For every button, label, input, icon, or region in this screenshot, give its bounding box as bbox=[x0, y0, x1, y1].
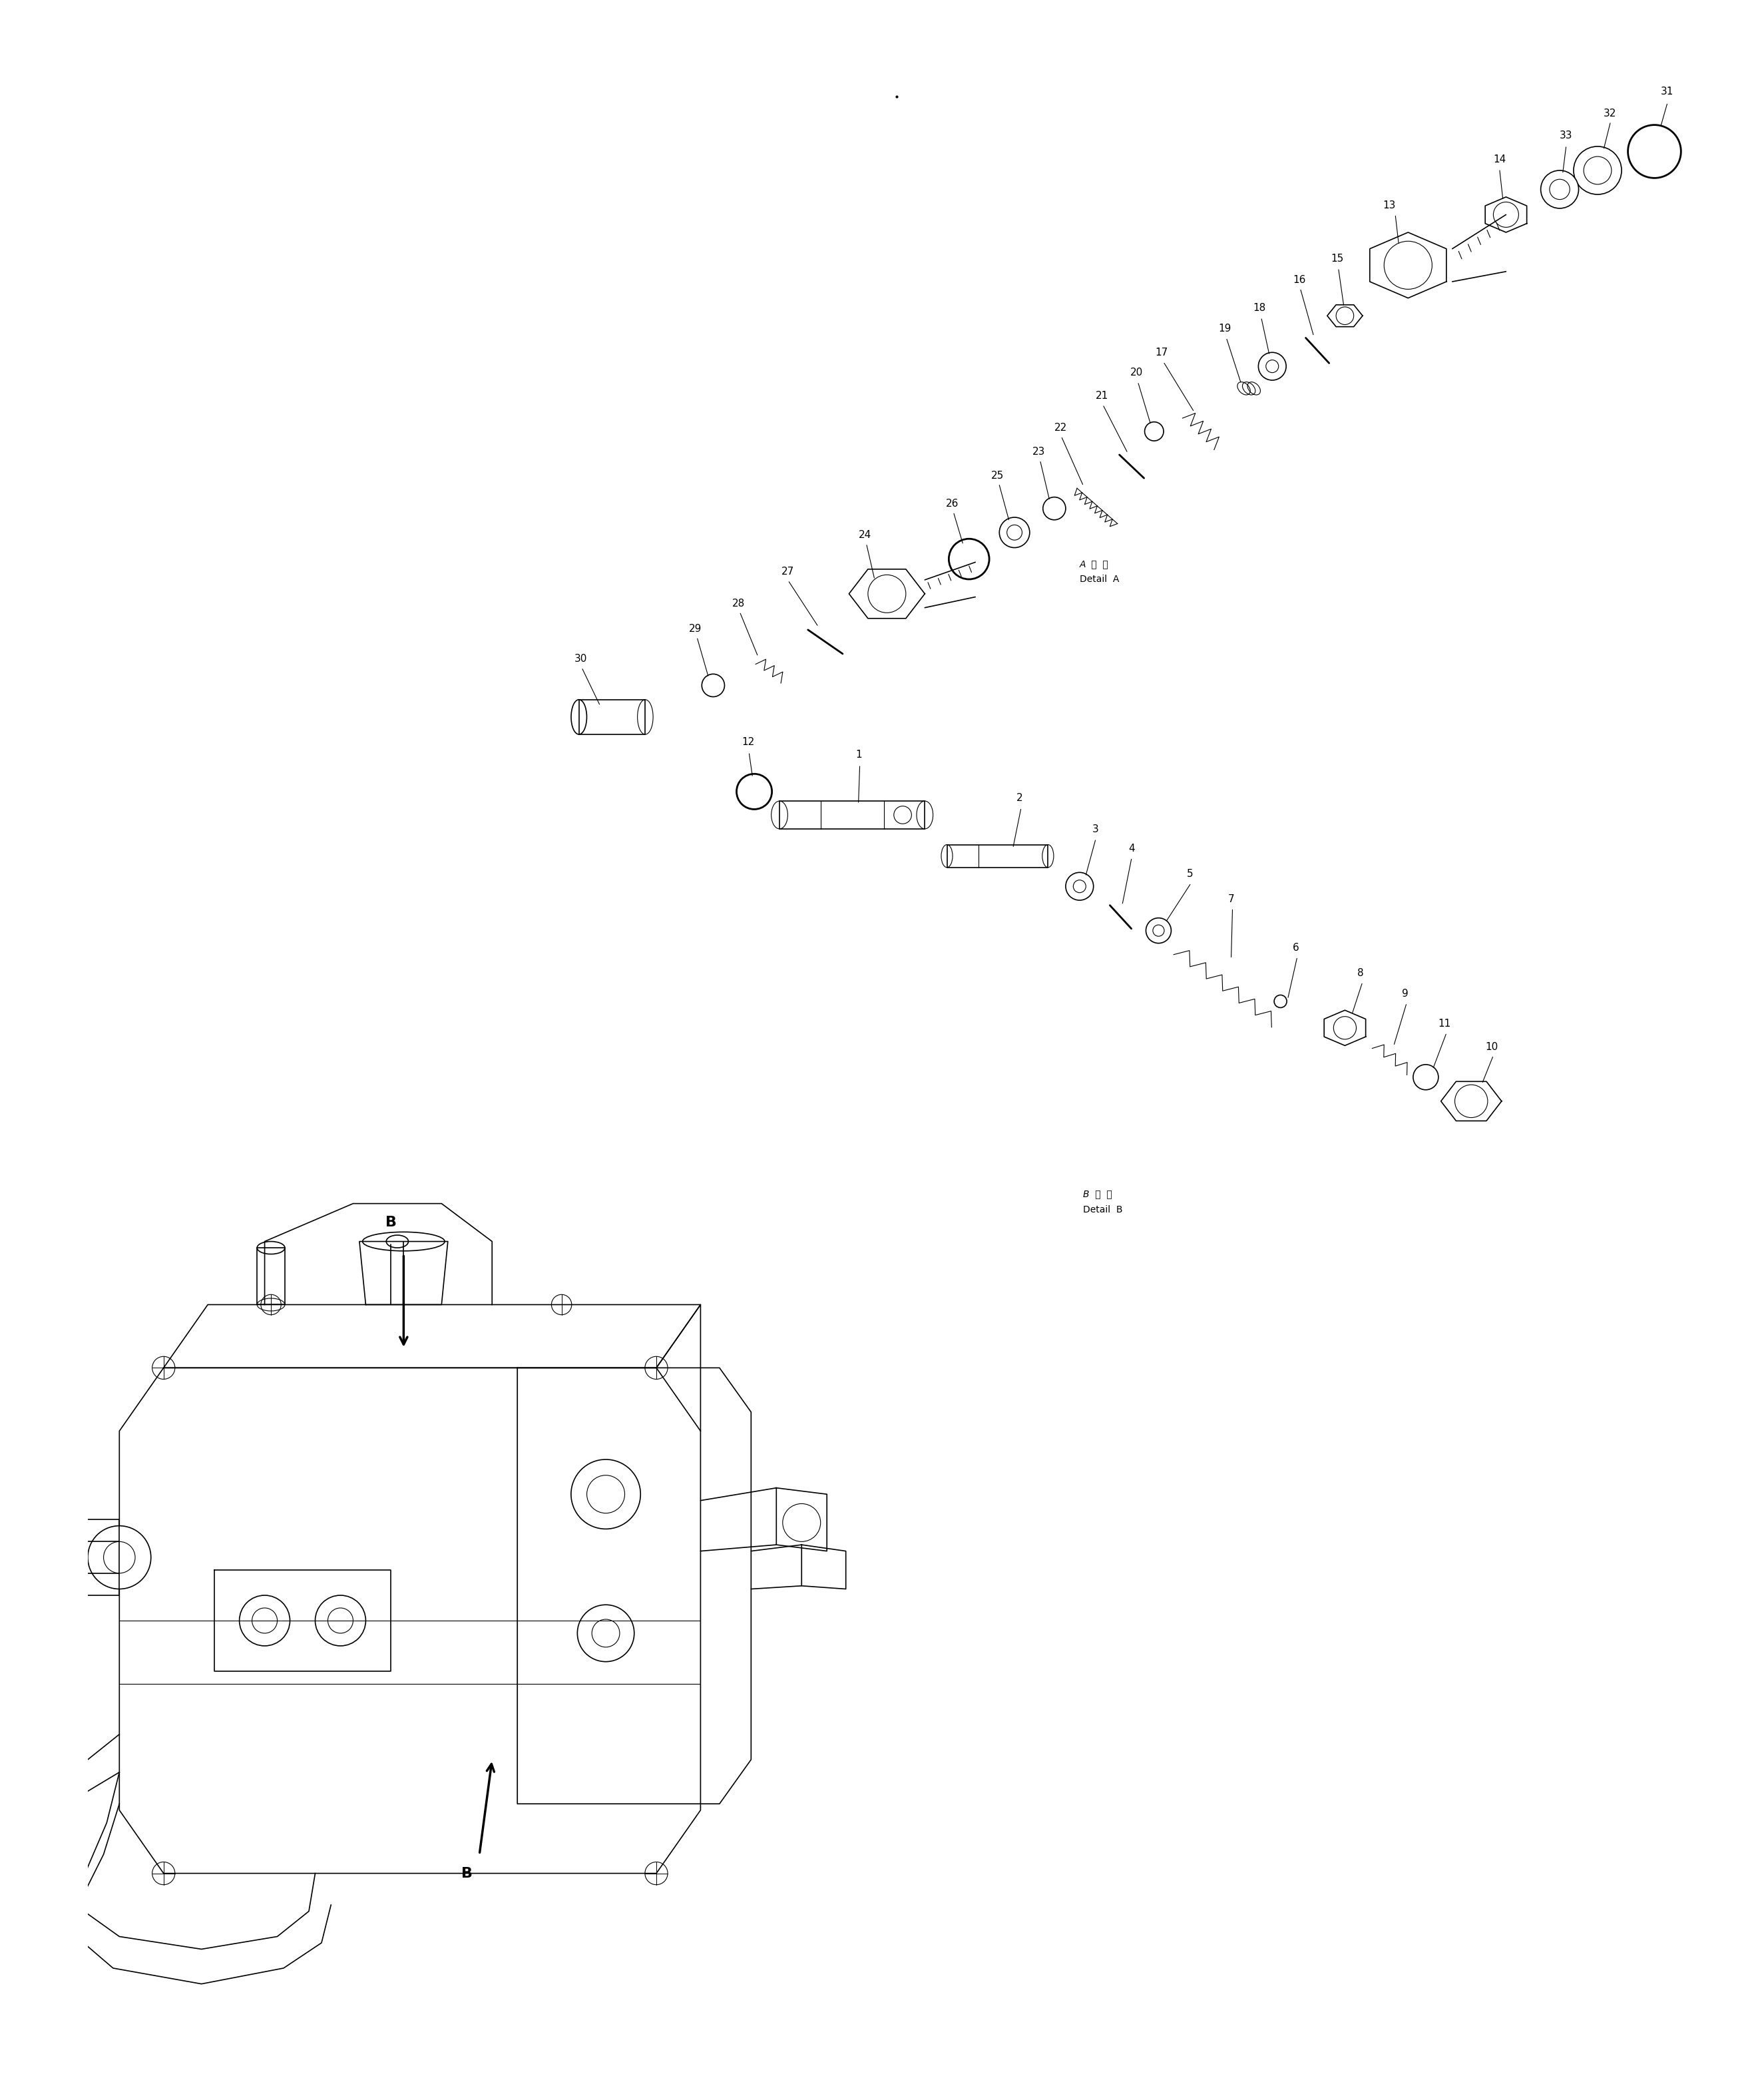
Text: 5: 5 bbox=[1187, 869, 1194, 878]
Text: 24: 24 bbox=[858, 529, 872, 540]
Text: 16: 16 bbox=[1292, 275, 1306, 286]
Text: B  詳  細: B 詳 細 bbox=[1083, 1189, 1111, 1199]
Circle shape bbox=[1144, 422, 1164, 441]
Text: 18: 18 bbox=[1253, 302, 1266, 313]
Circle shape bbox=[1153, 924, 1164, 937]
Text: 12: 12 bbox=[742, 737, 754, 748]
Circle shape bbox=[1549, 179, 1570, 200]
Circle shape bbox=[949, 540, 990, 580]
Text: 8: 8 bbox=[1357, 968, 1364, 979]
Bar bbox=[779, 800, 925, 830]
Text: 7: 7 bbox=[1229, 895, 1234, 903]
Circle shape bbox=[1413, 1065, 1438, 1090]
Text: 33: 33 bbox=[1559, 130, 1572, 141]
Circle shape bbox=[1573, 147, 1621, 195]
Circle shape bbox=[1072, 880, 1086, 892]
Text: 15: 15 bbox=[1331, 254, 1343, 265]
Text: 17: 17 bbox=[1155, 346, 1167, 357]
Circle shape bbox=[1275, 995, 1287, 1008]
Text: B: B bbox=[461, 1867, 473, 1880]
Text: Detail  A: Detail A bbox=[1079, 575, 1120, 584]
Text: 28: 28 bbox=[731, 598, 745, 609]
Text: 4: 4 bbox=[1129, 844, 1134, 853]
Circle shape bbox=[1584, 158, 1612, 185]
Circle shape bbox=[1259, 353, 1287, 380]
Circle shape bbox=[737, 775, 772, 808]
Bar bbox=[948, 844, 1048, 867]
Bar bbox=[257, 1247, 285, 1304]
Text: 29: 29 bbox=[689, 624, 701, 634]
Circle shape bbox=[1540, 170, 1579, 208]
Text: 30: 30 bbox=[575, 653, 587, 664]
Bar bbox=[578, 699, 645, 735]
Circle shape bbox=[88, 1527, 151, 1590]
Circle shape bbox=[104, 1541, 135, 1573]
Text: 21: 21 bbox=[1095, 391, 1108, 401]
Text: 6: 6 bbox=[1292, 943, 1299, 953]
Circle shape bbox=[1065, 872, 1093, 901]
Text: Detail  B: Detail B bbox=[1083, 1205, 1122, 1214]
Text: 19: 19 bbox=[1218, 323, 1231, 334]
Text: 23: 23 bbox=[1032, 447, 1044, 456]
Text: 1: 1 bbox=[856, 750, 861, 760]
Text: 20: 20 bbox=[1130, 368, 1143, 378]
Circle shape bbox=[1007, 525, 1021, 540]
Circle shape bbox=[1146, 918, 1171, 943]
Text: 9: 9 bbox=[1401, 989, 1408, 1000]
Circle shape bbox=[1628, 124, 1681, 179]
Circle shape bbox=[1266, 359, 1278, 372]
Text: 2: 2 bbox=[1016, 794, 1023, 802]
Text: 22: 22 bbox=[1055, 422, 1067, 433]
Text: 10: 10 bbox=[1486, 1042, 1498, 1052]
Text: B: B bbox=[385, 1216, 397, 1228]
Text: 11: 11 bbox=[1438, 1019, 1450, 1029]
Text: A  詳  細: A 詳 細 bbox=[1079, 559, 1109, 569]
Circle shape bbox=[999, 517, 1030, 548]
Circle shape bbox=[701, 674, 724, 697]
Circle shape bbox=[1042, 498, 1065, 521]
Text: 32: 32 bbox=[1603, 109, 1617, 118]
Text: 26: 26 bbox=[946, 498, 958, 508]
Text: 31: 31 bbox=[1661, 86, 1674, 97]
Text: 3: 3 bbox=[1092, 825, 1099, 834]
Text: 14: 14 bbox=[1493, 155, 1507, 164]
Text: 13: 13 bbox=[1384, 200, 1396, 210]
Text: 27: 27 bbox=[781, 567, 795, 578]
Text: 25: 25 bbox=[992, 470, 1004, 481]
